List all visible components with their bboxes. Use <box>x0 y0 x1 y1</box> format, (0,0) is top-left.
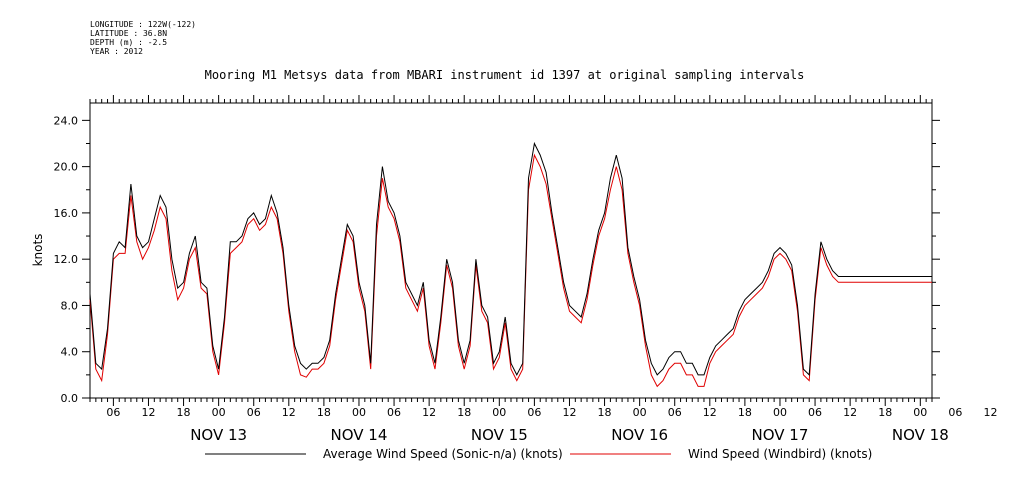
meta-latitude: LATITUDE : 36.8N <box>90 29 168 38</box>
series-line-average-sonic <box>89 141 932 377</box>
legend: Average Wind Speed (Sonic-n/a) (knots) W… <box>205 447 872 461</box>
meta-longitude: LONGITUDE : 122W(-122) <box>90 20 196 29</box>
y-axis-label: knots <box>31 234 45 267</box>
x-hour-tick-label: 12 <box>282 406 296 419</box>
x-hour-tick-label: 12 <box>983 406 997 419</box>
x-date-tick-label: NOV 15 <box>471 426 528 444</box>
x-hour-tick-label: 18 <box>878 406 892 419</box>
x-hour-tick-label: 18 <box>177 406 191 419</box>
y-axis: 0.0 4.0 8.0 12.0 16.0 20.0 24.0 <box>54 114 940 405</box>
x-hour-tick-label: 12 <box>141 406 155 419</box>
y-tick-label: 8.0 <box>61 299 79 312</box>
x-hour-tick-label: 00 <box>773 406 787 419</box>
x-date-tick-label: NOV 14 <box>331 426 388 444</box>
x-date-tick-label: NOV 18 <box>892 426 949 444</box>
x-hour-tick-label: 00 <box>212 406 226 419</box>
x-hour-tick-label: 12 <box>703 406 717 419</box>
series-line-windbird <box>89 153 932 388</box>
y-tick-label: 24.0 <box>54 114 79 127</box>
x-hour-tick-label: 06 <box>527 406 541 419</box>
x-hour-tick-label: 06 <box>668 406 682 419</box>
y-tick-label: 12.0 <box>54 253 79 266</box>
x-hour-tick-label: 12 <box>843 406 857 419</box>
meta-depth: DEPTH (m) : -2.5 <box>90 38 168 47</box>
x-date-tick-label: NOV 13 <box>190 426 247 444</box>
plot-frame <box>89 102 933 399</box>
x-hour-tick-label: 18 <box>738 406 752 419</box>
x-hour-tick-label: 12 <box>562 406 576 419</box>
x-hour-tick-label: 00 <box>913 406 927 419</box>
x-axis: 06 12 18 00 06 12 18 00 06 12 18 00 06 12 18 00 06 12 18 00… <box>89 95 997 444</box>
x-hour-tick-label: 06 <box>948 406 962 419</box>
y-tick-label: 20.0 <box>54 161 79 174</box>
y-tick-label: 0.0 <box>61 392 79 405</box>
legend-label-windbird: Wind Speed (Windbird) (knots) <box>688 447 872 461</box>
x-hour-tick-label: 06 <box>247 406 261 419</box>
x-hour-tick-label: 00 <box>352 406 366 419</box>
x-hour-tick-label: 00 <box>633 406 647 419</box>
x-hour-tick-label: 06 <box>106 406 120 419</box>
x-hour-tick-label: 18 <box>457 406 471 419</box>
chart-title: Mooring M1 Metsys data from MBARI instru… <box>204 68 805 82</box>
x-hour-tick-label: 06 <box>808 406 822 419</box>
meta-year: YEAR : 2012 <box>90 47 143 56</box>
x-hour-tick-label: 18 <box>598 406 612 419</box>
x-hour-tick-label: 00 <box>492 406 506 419</box>
y-tick-label: 16.0 <box>54 207 79 220</box>
legend-label-average: Average Wind Speed (Sonic-n/a) (knots) <box>323 447 563 461</box>
y-tick-label: 4.0 <box>61 346 79 359</box>
x-hour-tick-label: 12 <box>422 406 436 419</box>
metadata-block: LONGITUDE : 122W(-122) LATITUDE : 36.8N … <box>90 20 196 56</box>
x-hour-tick-label: 18 <box>317 406 331 419</box>
x-date-tick-label: NOV 16 <box>611 426 668 444</box>
series-group <box>89 141 932 388</box>
x-date-tick-label: NOV 17 <box>752 426 809 444</box>
x-hour-tick-label: 06 <box>387 406 401 419</box>
